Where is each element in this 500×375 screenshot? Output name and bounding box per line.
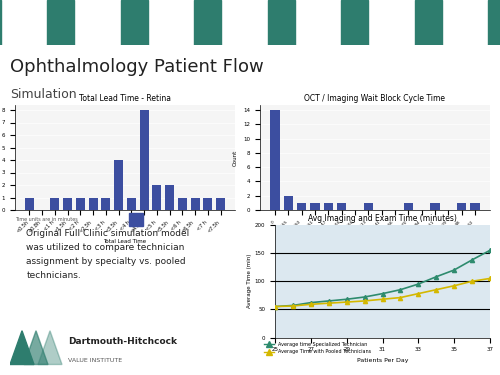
Polygon shape xyxy=(194,0,222,45)
X-axis label: Total Lead Time: Total Lead Time xyxy=(104,239,146,244)
Bar xyxy=(470,203,480,210)
Bar xyxy=(337,203,346,210)
Bar xyxy=(76,198,85,210)
Bar xyxy=(216,198,225,210)
Bar xyxy=(364,203,373,210)
Polygon shape xyxy=(10,0,38,45)
Bar xyxy=(284,196,293,210)
Text: Time units are in minutes: Time units are in minutes xyxy=(15,217,78,222)
Text: Dartmouth-Hitchcock: Dartmouth-Hitchcock xyxy=(68,338,177,346)
Polygon shape xyxy=(10,331,34,364)
Bar xyxy=(457,203,466,210)
Text: Simulation: Simulation xyxy=(10,88,76,101)
Y-axis label: Average Time (min): Average Time (min) xyxy=(247,254,252,308)
Bar xyxy=(102,198,110,210)
Text: Original Full Clinic simulation model
was utilized to compare technician
assignm: Original Full Clinic simulation model wa… xyxy=(26,229,190,280)
Polygon shape xyxy=(120,0,148,45)
X-axis label: Patients Per Day: Patients Per Day xyxy=(357,358,408,363)
Bar xyxy=(404,203,413,210)
Bar xyxy=(127,198,136,210)
Polygon shape xyxy=(158,0,184,45)
Bar xyxy=(430,203,440,210)
Text: VALUE INSTITUTE: VALUE INSTITUTE xyxy=(68,357,122,363)
Polygon shape xyxy=(24,331,48,364)
Polygon shape xyxy=(84,0,111,45)
Y-axis label: Count: Count xyxy=(232,149,237,166)
Bar xyxy=(297,203,306,210)
Polygon shape xyxy=(341,0,368,45)
Bar xyxy=(204,198,212,210)
Polygon shape xyxy=(230,0,258,45)
Bar xyxy=(310,203,320,210)
Polygon shape xyxy=(414,0,442,45)
Polygon shape xyxy=(38,331,62,364)
Title: OCT / Imaging Wait Block Cycle Time: OCT / Imaging Wait Block Cycle Time xyxy=(304,94,446,103)
Polygon shape xyxy=(488,0,500,45)
Polygon shape xyxy=(0,0,1,45)
Text: Ophthalmology Patient Flow: Ophthalmology Patient Flow xyxy=(10,58,264,76)
Polygon shape xyxy=(268,0,295,45)
Bar xyxy=(25,198,34,210)
Bar xyxy=(190,198,200,210)
Title: Total Lead Time - Retina: Total Lead Time - Retina xyxy=(79,94,171,103)
Bar xyxy=(130,213,142,226)
Polygon shape xyxy=(378,0,405,45)
Bar xyxy=(140,110,148,210)
Bar xyxy=(178,198,187,210)
Bar xyxy=(152,185,162,210)
Bar xyxy=(270,110,280,210)
Bar xyxy=(88,198,98,210)
Bar xyxy=(165,185,174,210)
Title: Avg Imaging and Exam Time (minutes): Avg Imaging and Exam Time (minutes) xyxy=(308,214,457,223)
X-axis label: Block Cycle Time: Block Cycle Time xyxy=(352,236,399,242)
Legend: Average time Specialized Technician, Average Time with Pooled Technicians: Average time Specialized Technician, Ave… xyxy=(262,340,373,356)
Bar xyxy=(114,160,123,210)
Polygon shape xyxy=(452,0,478,45)
Polygon shape xyxy=(304,0,332,45)
Polygon shape xyxy=(47,0,74,45)
Bar xyxy=(50,198,59,210)
Bar xyxy=(63,198,72,210)
Bar xyxy=(324,203,333,210)
